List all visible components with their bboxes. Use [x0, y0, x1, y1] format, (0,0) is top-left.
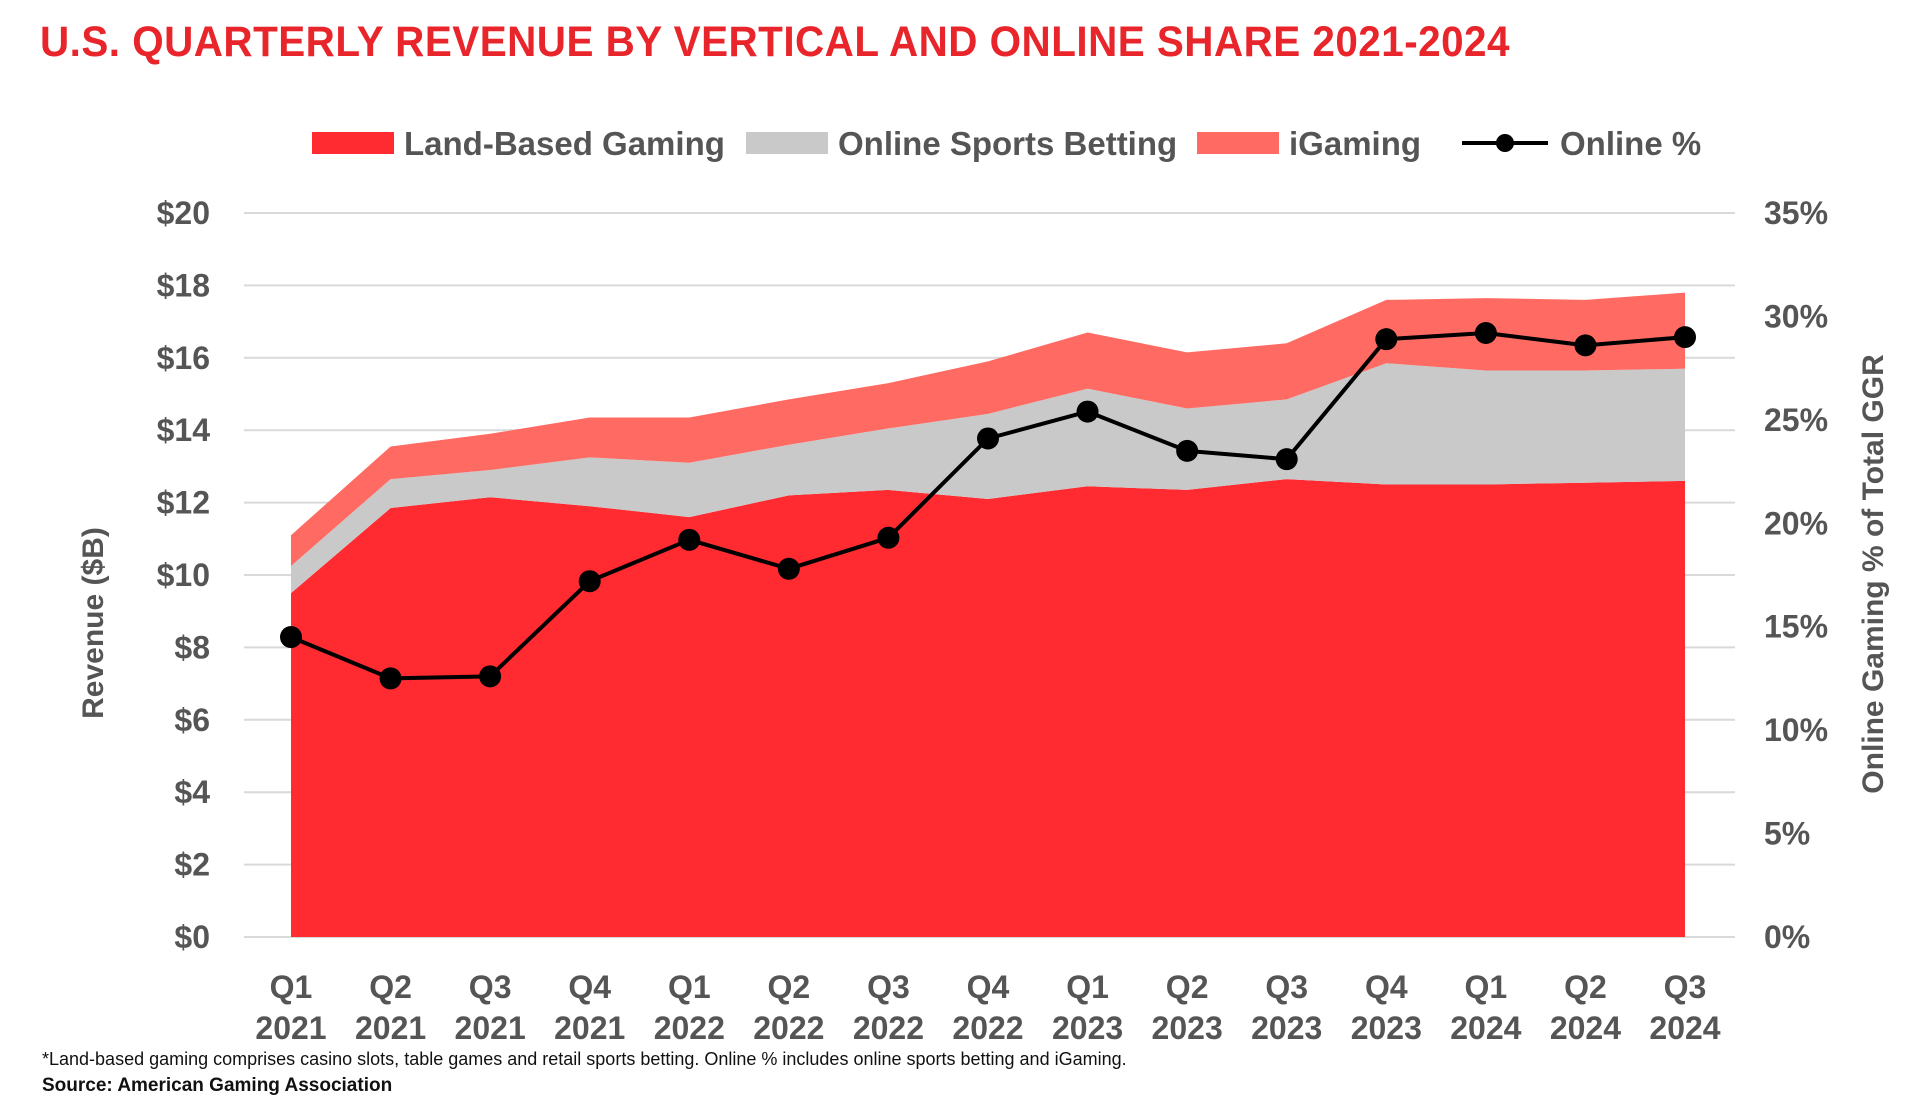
x-tick-year: 2021 — [355, 1010, 426, 1046]
legend-swatch-igaming — [1197, 132, 1279, 154]
chart-title: U.S. QUARTERLY REVENUE BY VERTICAL AND O… — [40, 18, 1510, 66]
x-tick-year: 2021 — [554, 1010, 625, 1046]
x-tick-year: 2022 — [952, 1010, 1023, 1046]
left-tick-label: $20 — [157, 195, 210, 231]
legend-swatch-marker — [1496, 134, 1514, 152]
legend-label-land-based-gaming: Land-Based Gaming — [404, 125, 725, 162]
x-tick-quarter: Q4 — [967, 969, 1010, 1005]
x-tick-year: 2021 — [255, 1010, 326, 1046]
legend-swatch-land-based-gaming — [312, 132, 394, 154]
x-tick-year: 2022 — [853, 1010, 924, 1046]
x-tick-quarter: Q1 — [668, 969, 711, 1005]
right-tick-label: 20% — [1764, 505, 1828, 541]
online-share-point — [1176, 439, 1199, 462]
online-share-point — [1674, 326, 1696, 349]
left-tick-label: $4 — [174, 774, 210, 810]
right-tick-label: 0% — [1764, 919, 1810, 955]
legend-label-online-sports-betting: Online Sports Betting — [838, 125, 1177, 162]
left-tick-label: $6 — [174, 702, 210, 738]
area-land-based-gaming — [291, 479, 1685, 937]
legend-label-igaming: iGaming — [1289, 125, 1421, 162]
area-online-sports-betting — [291, 363, 1685, 594]
x-axis-ticks: Q1 2021 Q2 2021 Q3 2021 Q4 2021 Q1 2022 Q2 2022 Q3 20… — [255, 969, 1720, 1046]
x-tick-quarter: Q4 — [568, 969, 611, 1005]
x-tick-quarter: Q3 — [867, 969, 910, 1005]
x-tick-quarter: Q3 — [1265, 969, 1308, 1005]
x-tick-year: 2023 — [1152, 1010, 1223, 1046]
left-tick-label: $16 — [157, 340, 210, 376]
right-tick-label: 15% — [1764, 609, 1828, 645]
x-tick-year: 2024 — [1550, 1010, 1621, 1046]
x-tick-year: 2024 — [1649, 1010, 1720, 1046]
online-share-point — [280, 626, 302, 649]
x-tick-year: 2023 — [1351, 1010, 1422, 1046]
online-share-point — [1574, 334, 1597, 357]
online-share-point — [379, 667, 402, 690]
x-tick-year: 2023 — [1052, 1010, 1123, 1046]
left-tick-label: $0 — [174, 919, 210, 955]
left-axis-ticks: $0 $2 $4 $6 $8 $10 $12 $14 $16 $18 $20 — [157, 195, 211, 955]
x-tick-year: 2022 — [654, 1010, 725, 1046]
online-share-point — [1275, 448, 1298, 471]
stacked-areas — [291, 292, 1685, 937]
online-share-line — [280, 321, 1696, 690]
online-share-point — [1076, 400, 1099, 423]
x-tick-quarter: Q3 — [1664, 969, 1707, 1005]
online-share-point — [877, 526, 900, 549]
right-axis-title: Online Gaming % of Total GGR — [1857, 354, 1890, 794]
online-share-point — [578, 570, 601, 593]
x-tick-year: 2024 — [1450, 1010, 1521, 1046]
left-tick-label: $2 — [174, 847, 210, 883]
x-tick-quarter: Q2 — [369, 969, 412, 1005]
right-tick-label: 10% — [1764, 712, 1828, 748]
legend-label-online: Online % — [1560, 125, 1701, 162]
left-tick-label: $12 — [157, 485, 210, 521]
source-note: Source: American Gaming Association — [42, 1075, 393, 1096]
right-tick-label: 30% — [1764, 298, 1828, 334]
online-share-point — [977, 427, 999, 450]
left-tick-label: $10 — [157, 557, 210, 593]
online-share-point — [1375, 328, 1398, 351]
x-tick-quarter: Q1 — [1066, 969, 1109, 1005]
x-tick-quarter: Q3 — [469, 969, 512, 1005]
left-tick-label: $14 — [157, 412, 211, 448]
online-share-point — [1474, 321, 1497, 344]
right-axis-ticks: 0% 5% 10% 15% 20% 25% 30% 35% — [1764, 195, 1828, 955]
x-tick-quarter: Q1 — [270, 969, 313, 1005]
x-tick-year: 2023 — [1251, 1010, 1322, 1046]
x-tick-quarter: Q2 — [1564, 969, 1607, 1005]
left-axis-title: Revenue ($B) — [77, 527, 110, 719]
x-tick-year: 2022 — [753, 1010, 824, 1046]
x-tick-year: 2021 — [455, 1010, 526, 1046]
online-share-point — [479, 665, 502, 688]
legend: Land-Based Gaming Online Sports Betting iG… — [312, 125, 1701, 162]
left-tick-label: $18 — [157, 267, 210, 303]
right-tick-label: 25% — [1764, 402, 1828, 438]
x-tick-quarter: Q2 — [1166, 969, 1209, 1005]
x-tick-quarter: Q4 — [1365, 969, 1408, 1005]
left-tick-label: $8 — [174, 629, 210, 665]
right-tick-label: 35% — [1764, 195, 1828, 231]
footnote: *Land-based gaming comprises casino slot… — [42, 1049, 1127, 1069]
legend-swatch-online-sports-betting — [746, 132, 828, 154]
area-igaming — [291, 292, 1685, 566]
online-share-point — [777, 557, 800, 580]
online-share-point — [678, 528, 701, 551]
x-tick-quarter: Q1 — [1465, 969, 1508, 1005]
right-tick-label: 5% — [1764, 816, 1810, 852]
x-tick-quarter: Q2 — [768, 969, 811, 1005]
